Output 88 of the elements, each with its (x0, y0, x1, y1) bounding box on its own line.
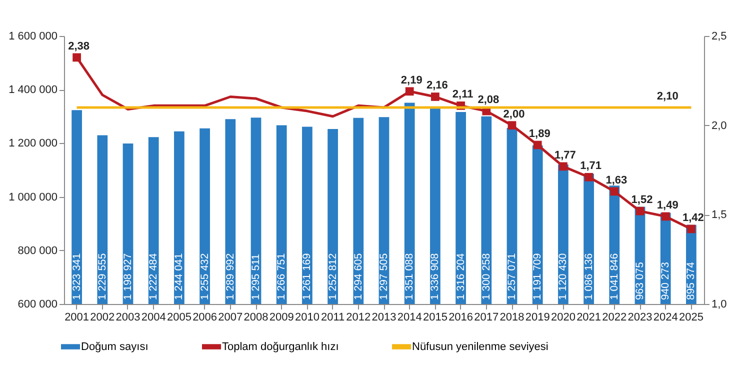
point (559, 162, 568, 171)
data-label: 2,16 (426, 80, 448, 92)
data-label: 1 351 088 (404, 253, 416, 300)
data-label: 1 229 555 (96, 253, 108, 300)
x-tick-label: 2015 (422, 312, 448, 324)
data-label: 2,19 (400, 74, 422, 86)
x-tick-label: 2021 (576, 312, 602, 324)
point (508, 121, 516, 130)
data-label: 1 300 258 (480, 253, 492, 300)
x-tick-label: 2023 (628, 312, 652, 324)
x-tick-label: 2012 (346, 312, 371, 324)
point (661, 212, 670, 221)
legend-label: Toplam doğurganlık hızı (222, 340, 339, 353)
x-tick-label: 2009 (269, 312, 294, 324)
x-tick-label: 2013 (372, 312, 396, 324)
data-label: 1 261 169 (301, 253, 314, 300)
y-tick-label: 600 000 (18, 298, 58, 310)
x-tick-label: 2017 (474, 312, 499, 324)
data-label: 1,49 (656, 199, 678, 212)
point (72, 53, 81, 62)
data-label: 1 086 136 (582, 253, 595, 300)
x-tick-label: 2018 (500, 312, 524, 324)
x-tick-label: 2010 (294, 312, 320, 324)
data-label: 1 294 605 (352, 253, 364, 300)
data-label: 1 252 812 (326, 253, 339, 300)
data-label: 2,00 (503, 108, 525, 120)
data-label: 1 266 751 (276, 253, 288, 300)
x-tick-label: 2006 (192, 312, 218, 324)
data-label: 1,77 (554, 149, 576, 162)
y-tick-label: 1 000 000 (8, 191, 58, 204)
y-tick-label: 1 400 000 (8, 84, 58, 96)
x-tick-label: 2019 (525, 312, 550, 324)
data-label: 1,71 (580, 160, 602, 172)
x-tick-label: 2005 (166, 312, 192, 324)
y2-tick-label: 2,5 (712, 30, 727, 42)
y2-tick-label: 2,0 (712, 120, 727, 132)
data-label: 1,52 (631, 194, 653, 206)
point (584, 172, 593, 182)
data-label: 2,08 (478, 94, 500, 106)
data-label: 1,89 (528, 128, 550, 140)
point (431, 92, 440, 101)
point (636, 206, 644, 216)
x-tick-label: 2008 (244, 312, 268, 324)
data-label: 1 198 927 (122, 253, 134, 300)
data-label: 1 244 041 (173, 253, 186, 300)
x-tick-label: 2001 (64, 312, 90, 324)
point (405, 87, 414, 96)
data-label: 963 075 (634, 262, 646, 300)
data-label: 895 374 (685, 262, 698, 300)
y-tick-label: 1 600 000 (8, 30, 58, 42)
x-tick-label: 2022 (602, 312, 627, 324)
data-label: 1 191 709 (532, 253, 544, 300)
x-tick-label: 2007 (218, 312, 243, 324)
data-label: 1 255 432 (198, 253, 211, 300)
x-tick-label: 2004 (141, 312, 166, 324)
data-label: 1 297 505 (378, 253, 390, 300)
data-label: 1,42 (682, 212, 704, 224)
data-label: 1 289 992 (224, 253, 236, 300)
x-tick-label: 2016 (448, 312, 474, 324)
x-tick-label: 2025 (678, 312, 704, 324)
x-tick-label: 2024 (653, 312, 678, 324)
data-label: 940 273 (660, 262, 672, 300)
x-tick-label: 2011 (320, 312, 345, 324)
data-label: 2,10 (656, 90, 678, 102)
x-tick-label: 2003 (116, 312, 140, 324)
data-label: 2,11 (452, 88, 474, 101)
data-label: 1 257 071 (506, 253, 518, 300)
data-label: 1 295 511 (250, 254, 262, 300)
x-tick-label: 2020 (550, 312, 576, 324)
legend-label: Nüfusun yenilenme seviyesi (412, 340, 548, 353)
point (687, 224, 696, 234)
y2-tick-label: 1,0 (712, 298, 727, 310)
point (610, 187, 619, 196)
data-label: 1 323 341 (70, 253, 83, 300)
y2-tick-label: 1,5 (712, 209, 727, 222)
data-label: 2,38 (68, 40, 90, 52)
x-tick-label: 2002 (90, 312, 115, 324)
data-label: 1 336 908 (429, 253, 442, 300)
data-label: 1 120 430 (557, 253, 570, 300)
x-tick-label: 2014 (397, 312, 422, 324)
y-tick-label: 1 200 000 (8, 138, 58, 150)
point (533, 140, 542, 150)
data-label: 1 041 846 (608, 253, 620, 300)
data-label: 1 222 484 (148, 253, 160, 300)
y-tick-label: 800 000 (18, 244, 58, 257)
data-label: 1,63 (606, 174, 628, 186)
legend-label: Doğum sayısı (81, 340, 148, 353)
data-label: 1 316 204 (454, 253, 467, 300)
